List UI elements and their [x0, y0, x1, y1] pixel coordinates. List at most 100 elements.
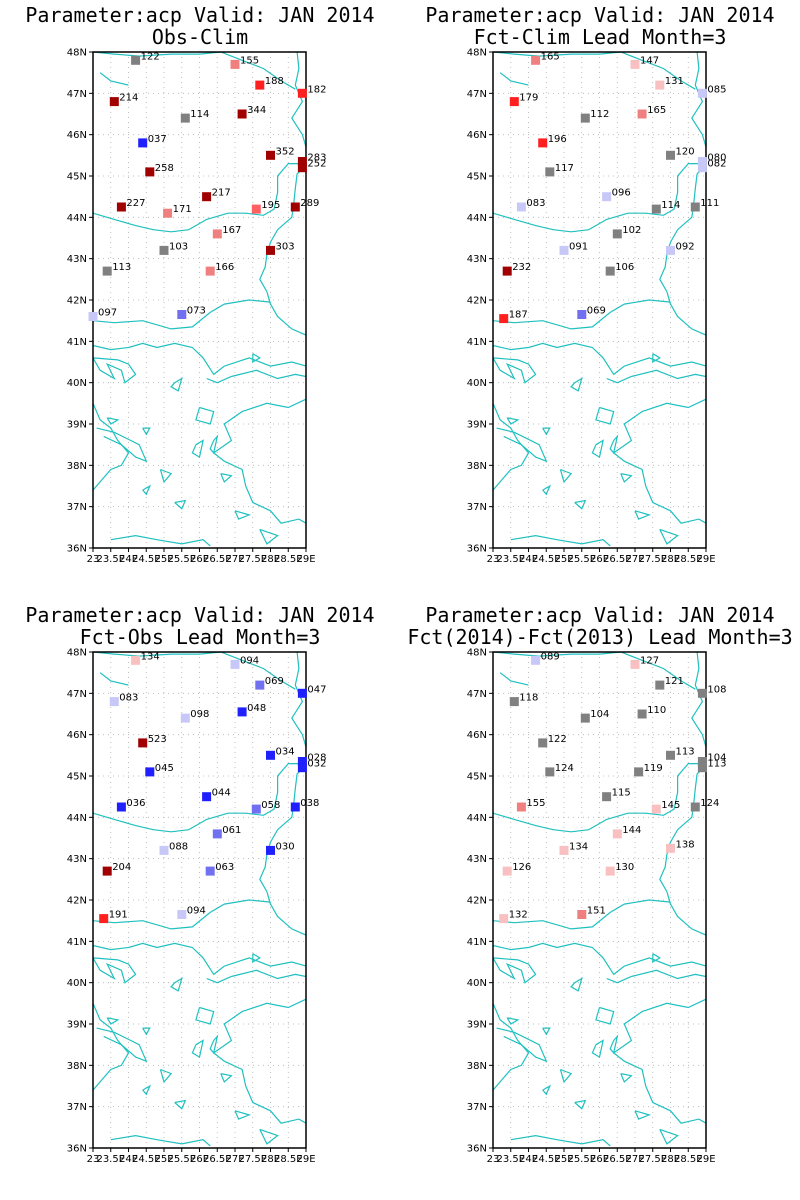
lat-tick-label: 48N — [467, 648, 487, 659]
lat-tick-label: 46N — [467, 130, 487, 141]
station-marker — [545, 167, 555, 177]
station-marker — [99, 914, 109, 924]
station-marker — [131, 655, 141, 665]
station-value-label: 171 — [173, 204, 192, 215]
coastline — [291, 51, 307, 148]
coastline — [499, 72, 529, 86]
station-marker — [266, 845, 275, 855]
station-value-label: 063 — [215, 862, 234, 873]
station-marker — [545, 767, 555, 777]
coastline — [659, 765, 707, 936]
coastline — [609, 1034, 619, 1055]
lat-tick-label: 40N — [67, 978, 87, 989]
lat-tick-label: 37N — [67, 1102, 87, 1113]
station-marker — [116, 202, 126, 212]
station-value-label: 094 — [240, 655, 259, 666]
station-value-label: 058 — [261, 800, 280, 811]
coastline — [691, 651, 707, 748]
station-marker — [177, 310, 187, 319]
coastline — [634, 510, 652, 520]
coastline — [92, 763, 306, 833]
coastline — [574, 1099, 587, 1110]
station-marker — [202, 792, 212, 802]
station-value-label: 214 — [119, 93, 138, 104]
lon-tick-label: 25.5E — [567, 554, 596, 565]
coastline — [92, 357, 137, 384]
station-value-label: 151 — [587, 906, 606, 917]
coastline — [595, 1006, 615, 1025]
station-marker — [266, 750, 275, 760]
station-marker — [255, 680, 265, 690]
coastline — [542, 484, 552, 496]
lat-tick-label: 48N — [467, 48, 487, 59]
lat-tick-label: 47N — [67, 689, 87, 700]
coastline — [206, 369, 307, 384]
station-value-label: 097 — [98, 308, 117, 319]
station-marker — [559, 845, 569, 855]
coastline — [92, 957, 137, 984]
lat-tick-label: 43N — [467, 854, 487, 865]
panel-fct-clim: Parameter:acp Valid: JAN 2014 Fct-Clim L… — [400, 0, 800, 600]
lat-tick-label: 44N — [467, 213, 487, 224]
station-marker — [297, 688, 307, 698]
station-value-label: 204 — [112, 862, 131, 873]
station-marker — [266, 245, 275, 255]
coastline — [510, 1134, 611, 1147]
station-value-label: 167 — [222, 225, 241, 236]
lon-tick-label: 28.5E — [674, 554, 703, 565]
station-value-label: 187 — [509, 310, 528, 321]
coastline — [220, 473, 233, 483]
coastline — [595, 406, 615, 425]
lon-tick-label: 27E — [225, 1154, 244, 1165]
station-marker — [577, 910, 587, 919]
lat-tick-label: 38N — [467, 1061, 487, 1072]
lon-tick-label: 26.5E — [203, 554, 232, 565]
station-marker — [666, 750, 675, 760]
station-value-label: 045 — [155, 763, 174, 774]
coastline — [206, 969, 307, 984]
station-value-label: 108 — [707, 684, 726, 695]
station-map: 36N 37N 38N 39N 40N 41N 42N 43N 44N 45N 46N 47N 48N 2… — [67, 48, 327, 566]
station-marker — [531, 655, 541, 665]
panel-title-line1: Parameter:acp Valid: JAN 2014 — [25, 603, 375, 627]
panel-title-line2: Fct(2014)-Fct(2013) Lead Month=3 — [407, 625, 793, 649]
station-value-label: 155 — [526, 798, 545, 809]
station-marker — [163, 208, 173, 218]
station-marker — [580, 113, 590, 123]
coastline — [191, 1039, 204, 1059]
station-marker — [109, 97, 119, 107]
lat-tick-label: 38N — [467, 461, 487, 472]
map-frame-background — [93, 652, 306, 1148]
station-marker — [212, 829, 222, 839]
lon-tick-label: 26E — [590, 1154, 609, 1165]
station-marker — [559, 245, 569, 255]
coastline — [291, 651, 307, 748]
station-value-label: 165 — [541, 51, 560, 62]
station-marker — [580, 713, 590, 723]
lon-tick-label: 23.5E — [96, 554, 125, 565]
station-marker — [297, 88, 307, 98]
station-value-label: 134 — [569, 841, 588, 852]
station-value-label: 110 — [647, 705, 666, 716]
coastline — [110, 1134, 211, 1147]
station-value-label: 122 — [548, 734, 567, 745]
station-value-label: 227 — [126, 198, 145, 209]
coastline — [92, 403, 130, 491]
coastline — [542, 1027, 551, 1036]
coastline — [99, 72, 129, 86]
lat-tick-label: 48N — [67, 648, 87, 659]
station-value-label: 098 — [190, 709, 209, 720]
lat-tick-label: 36N — [67, 544, 87, 555]
coastline — [492, 163, 706, 233]
station-marker — [145, 167, 155, 177]
coastline — [620, 1073, 633, 1083]
station-marker — [116, 802, 126, 812]
station-value-label: 113 — [676, 746, 695, 757]
station-value-label: 126 — [512, 862, 531, 873]
coastline — [659, 1128, 679, 1145]
coastline — [174, 499, 187, 510]
lon-tick-label: 23.5E — [496, 554, 525, 565]
coastline — [92, 899, 271, 930]
coastline — [110, 534, 211, 547]
lon-tick-label: 29E — [696, 554, 715, 565]
